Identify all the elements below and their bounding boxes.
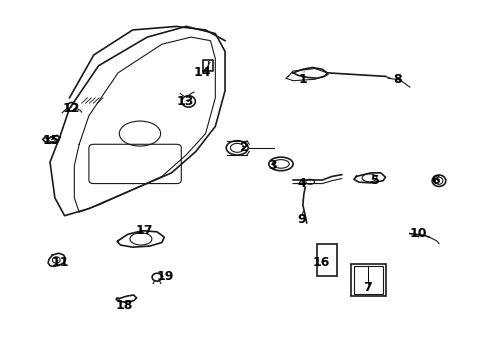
Text: 17: 17 [135,224,152,237]
Bar [317,244,336,276]
Bar [351,264,385,296]
Text: 2: 2 [240,141,248,154]
Text: 1: 1 [298,73,306,86]
Text: 9: 9 [297,213,305,226]
Text: 5: 5 [371,174,379,186]
Text: 6: 6 [430,174,439,186]
Text: 15: 15 [42,134,60,147]
Text: 4: 4 [297,177,305,190]
Text: 8: 8 [392,73,401,86]
Text: 16: 16 [312,256,329,269]
Text: 14: 14 [193,66,210,79]
Text: 13: 13 [176,95,193,108]
Text: 19: 19 [157,270,174,283]
Text: 3: 3 [268,159,276,172]
Text: 10: 10 [409,227,427,240]
Text: 12: 12 [62,102,80,115]
Text: 18: 18 [116,298,133,311]
Text: 11: 11 [52,256,69,269]
Text: 7: 7 [362,281,371,294]
Bar [353,266,382,294]
